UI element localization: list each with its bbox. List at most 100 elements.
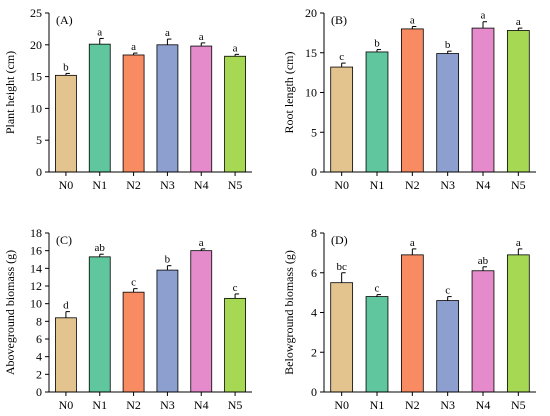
y-axis-title: Plant height (cm) bbox=[3, 51, 17, 134]
y-tick-label: 6 bbox=[36, 332, 42, 346]
significance-label: a bbox=[516, 16, 521, 28]
x-tick-label: N3 bbox=[440, 398, 455, 412]
y-tick-label: 10 bbox=[305, 86, 317, 100]
bar-n2 bbox=[122, 291, 145, 393]
y-tick-label: 16 bbox=[30, 244, 42, 258]
y-tick-label: 14 bbox=[30, 261, 42, 275]
y-tick-label: 0 bbox=[311, 165, 317, 179]
significance-label: a bbox=[516, 237, 521, 249]
significance-label: a bbox=[199, 237, 204, 249]
y-tick-label: 10 bbox=[30, 297, 42, 311]
y-tick-label: 6 bbox=[311, 266, 317, 280]
panel-label: (A) bbox=[56, 13, 73, 27]
significance-label: a bbox=[410, 15, 415, 27]
significance-label: b bbox=[165, 254, 171, 266]
x-tick-label: N2 bbox=[126, 398, 141, 412]
y-axis-title: Aboveground biomass (g) bbox=[3, 250, 17, 375]
significance-label: c bbox=[233, 282, 238, 294]
y-tick-label: 0 bbox=[36, 165, 42, 179]
y-tick-label: 18 bbox=[30, 226, 42, 240]
significance-label: a bbox=[233, 42, 238, 54]
x-tick-label: N4 bbox=[194, 178, 209, 192]
bar-n5 bbox=[506, 254, 530, 393]
x-tick-label: N5 bbox=[228, 398, 243, 412]
x-tick-label: N2 bbox=[405, 178, 420, 192]
bar-n3 bbox=[436, 53, 460, 173]
y-tick-label: 4 bbox=[36, 350, 42, 364]
bar-n3 bbox=[156, 44, 179, 173]
panel-label: (C) bbox=[56, 233, 72, 247]
significance-label: b bbox=[445, 39, 451, 51]
significance-label: d bbox=[63, 300, 69, 312]
significance-label: a bbox=[131, 41, 136, 53]
bar-n5 bbox=[224, 55, 246, 173]
bar-n3 bbox=[156, 269, 179, 393]
bar-n2 bbox=[400, 254, 424, 393]
y-tick-label: 15 bbox=[305, 46, 317, 60]
bar-n1 bbox=[365, 51, 389, 173]
bar-n0 bbox=[55, 317, 77, 393]
panel-label: (B) bbox=[331, 13, 347, 27]
x-tick-label: N1 bbox=[92, 398, 107, 412]
x-tick-label: N1 bbox=[92, 178, 107, 192]
y-tick-label: 0 bbox=[311, 385, 317, 399]
panel-b: c N0 b N1 a N2 b N3 a N4 a N5 0 5 10 15 20 (B) Root length… bbox=[282, 6, 536, 192]
significance-label: c bbox=[339, 51, 344, 63]
y-tick-label: 2 bbox=[36, 367, 42, 381]
x-tick-label: N2 bbox=[126, 178, 141, 192]
bar-n4 bbox=[471, 270, 495, 393]
bar-n0 bbox=[330, 282, 354, 393]
y-tick-label: 8 bbox=[311, 226, 317, 240]
bar-n4 bbox=[471, 27, 495, 173]
x-tick-label: N4 bbox=[476, 178, 491, 192]
y-tick-label: 20 bbox=[30, 38, 42, 52]
panel-a: b N0 a N1 a N2 a N3 a N4 a N5 0 5 10 15 20 25 (A) Plant hei… bbox=[3, 6, 252, 192]
x-tick-label: N2 bbox=[405, 398, 420, 412]
x-tick-label: N3 bbox=[160, 398, 175, 412]
significance-label: c bbox=[131, 277, 136, 289]
significance-label: b bbox=[374, 38, 380, 50]
significance-label: a bbox=[410, 237, 415, 249]
x-tick-label: N5 bbox=[511, 178, 526, 192]
x-tick-label: N5 bbox=[511, 398, 526, 412]
bar-n0 bbox=[55, 74, 77, 173]
x-tick-label: N1 bbox=[370, 178, 385, 192]
y-tick-label: 4 bbox=[311, 306, 317, 320]
significance-label: c bbox=[445, 285, 450, 297]
bar-n4 bbox=[190, 45, 213, 173]
x-tick-label: N0 bbox=[334, 178, 349, 192]
bar-n4 bbox=[190, 250, 213, 393]
y-tick-label: 20 bbox=[305, 6, 317, 20]
y-axis-title: Belowground biomass (g) bbox=[282, 250, 296, 375]
x-tick-label: N0 bbox=[334, 398, 349, 412]
bar-n5 bbox=[224, 297, 246, 393]
significance-label: ab bbox=[478, 255, 489, 267]
x-tick-label: N3 bbox=[160, 178, 175, 192]
bar-n2 bbox=[400, 28, 424, 173]
y-tick-label: 15 bbox=[30, 70, 42, 84]
bar-n3 bbox=[436, 300, 460, 393]
y-tick-label: 10 bbox=[30, 101, 42, 115]
significance-label: b bbox=[63, 61, 69, 73]
y-tick-label: 5 bbox=[36, 133, 42, 147]
bar-n0 bbox=[330, 66, 354, 173]
significance-label: ab bbox=[95, 242, 106, 254]
y-tick-label: 0 bbox=[36, 385, 42, 399]
y-tick-label: 25 bbox=[30, 6, 42, 20]
x-tick-label: N1 bbox=[370, 398, 385, 412]
panel-d: bc N0 c N1 a N2 c N3 ab N4 a N5 0 2 4 6 8 (D) Belowground … bbox=[282, 226, 536, 412]
bar-n1 bbox=[365, 296, 389, 393]
significance-label: a bbox=[481, 10, 486, 22]
significance-label: bc bbox=[336, 261, 347, 273]
x-tick-label: N0 bbox=[59, 398, 74, 412]
x-tick-label: N3 bbox=[440, 178, 455, 192]
panel-c: d N0 ab N1 c N2 b N3 a N4 c N5 0 2 4 6 8 10 12 14 16 18 (C) Abo… bbox=[3, 226, 252, 412]
y-tick-label: 2 bbox=[311, 345, 317, 359]
bar-n2 bbox=[122, 54, 145, 173]
significance-label: a bbox=[199, 31, 204, 43]
significance-label: c bbox=[375, 283, 380, 295]
x-tick-label: N4 bbox=[476, 398, 491, 412]
bar-n5 bbox=[506, 30, 530, 173]
y-tick-label: 8 bbox=[36, 314, 42, 328]
